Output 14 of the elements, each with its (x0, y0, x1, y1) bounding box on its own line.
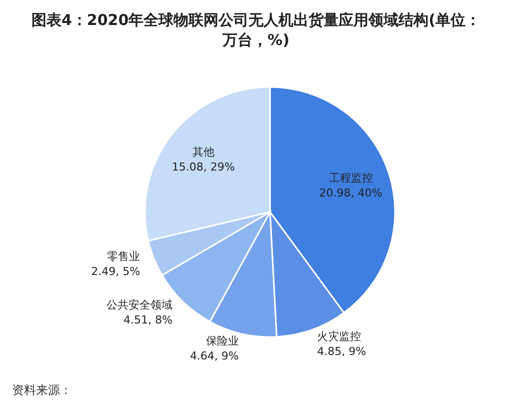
data-label: 2.49, 5% (91, 265, 140, 278)
slice-label: 工程监控 (328, 172, 373, 185)
chart-title: 图表4：2020年全球物联网公司无人机出货量应用领域结构(单位：万台，%) (30, 10, 482, 51)
slice-label: 火灾监控 (317, 330, 362, 343)
data-label: 4.64, 9% (190, 349, 239, 362)
text: 资料来源： (12, 383, 72, 397)
slice-label: 零售业 (107, 250, 140, 264)
slice-label: 其他 (192, 145, 214, 158)
slice-label: 公共安全领域 (106, 298, 172, 312)
data-label: 15.08, 29% (172, 160, 235, 174)
data-label: 4.51, 8% (123, 313, 172, 326)
data-label: 4.85, 9% (317, 344, 366, 358)
slice-label: 保险业 (206, 334, 239, 348)
data-label: 20.98, 40% (319, 186, 382, 200)
